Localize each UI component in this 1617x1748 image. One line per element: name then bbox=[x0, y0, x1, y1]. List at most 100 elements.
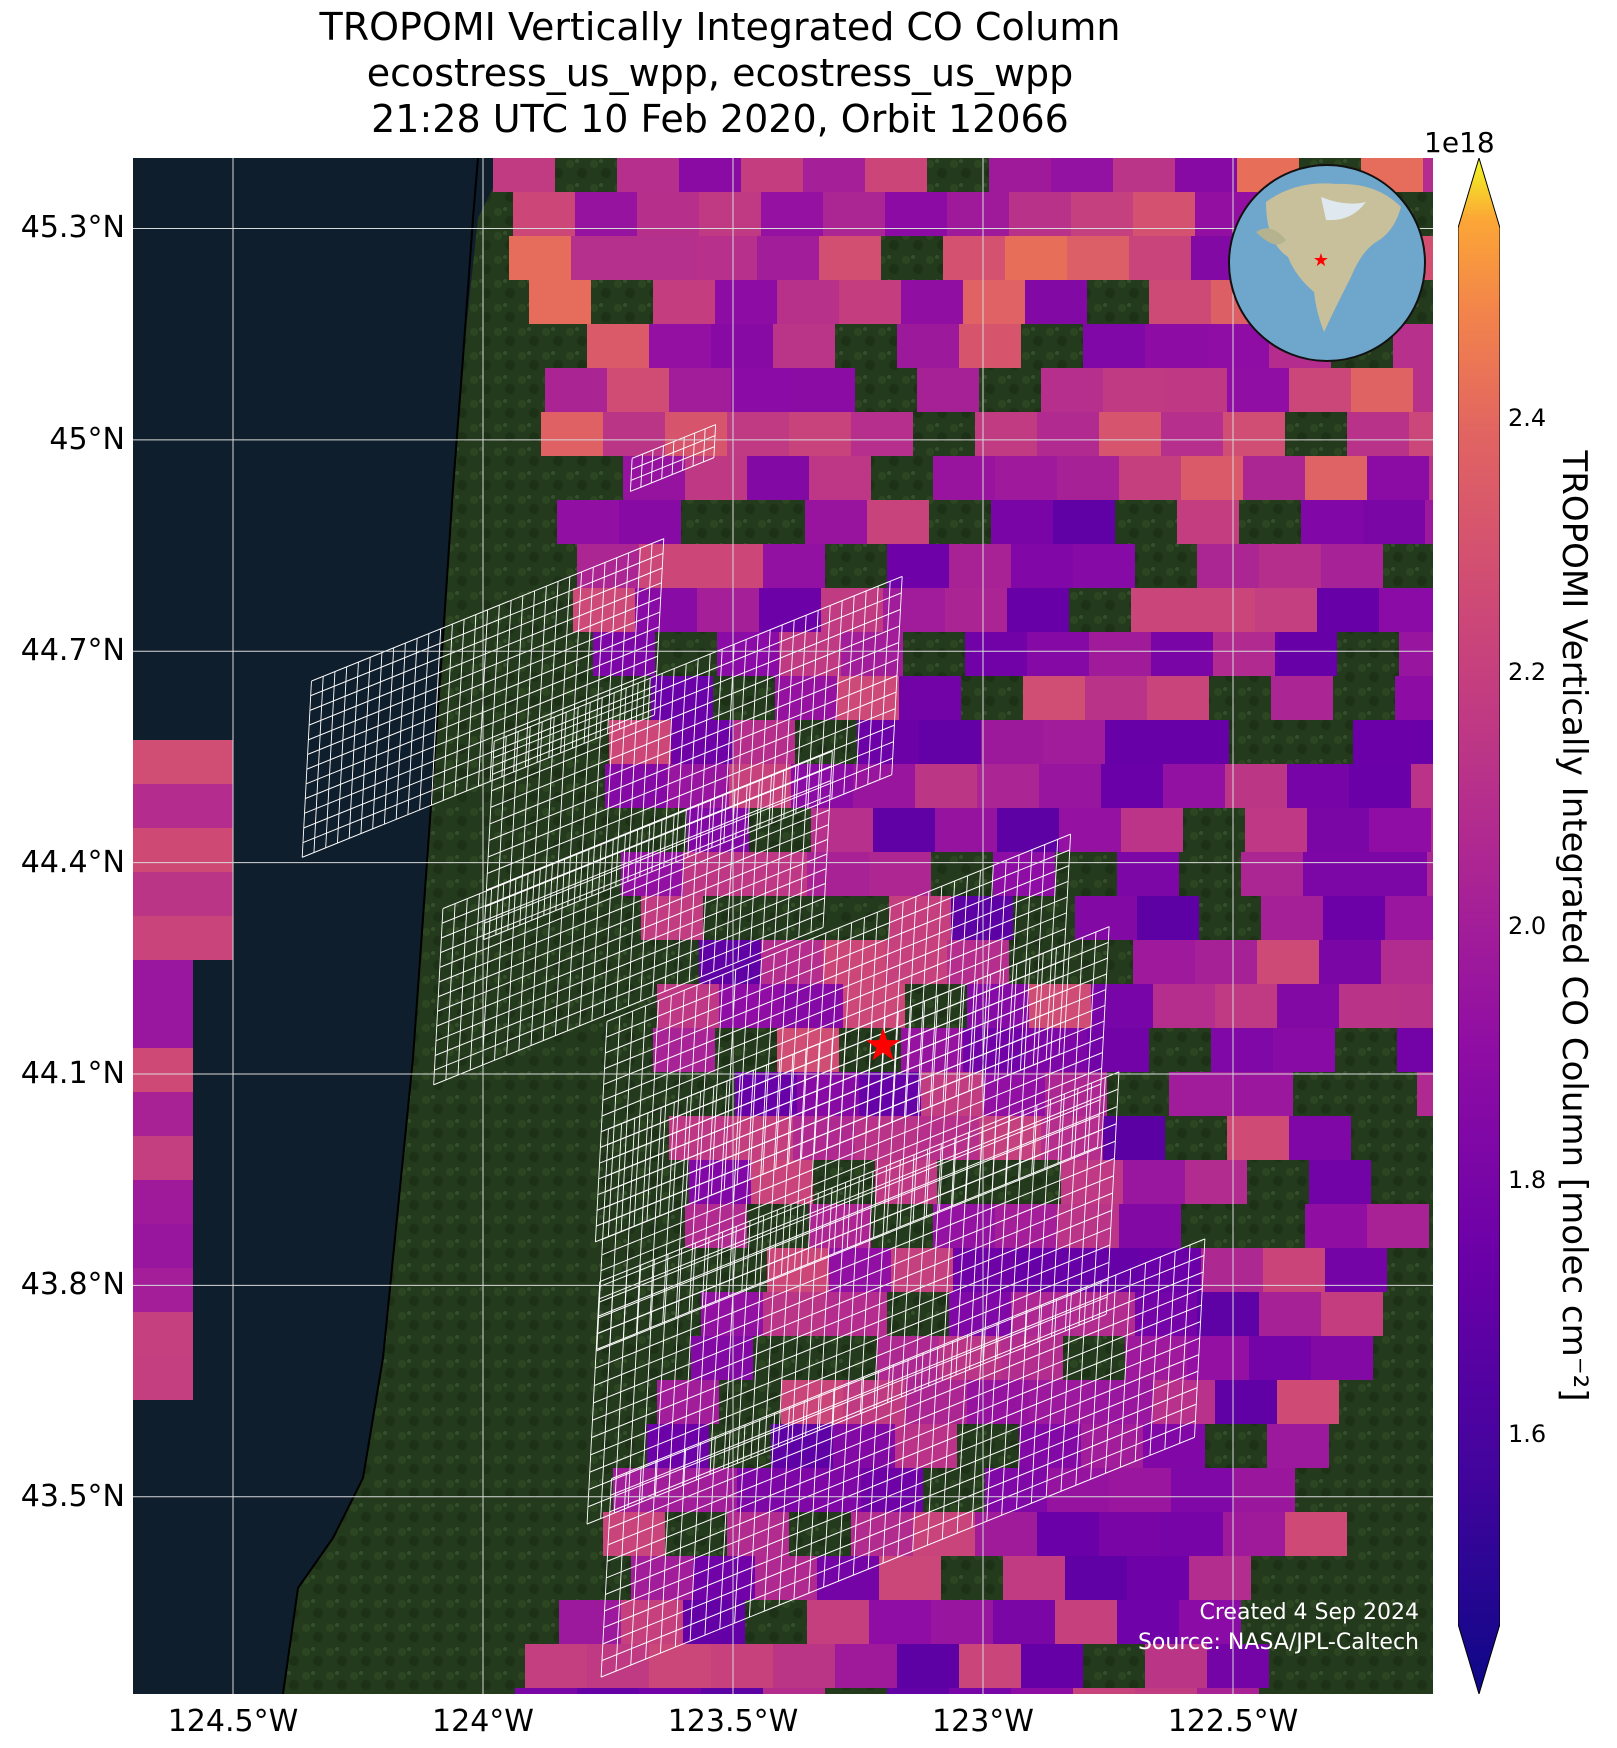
co-pixel bbox=[1105, 720, 1167, 764]
co-pixel bbox=[1413, 368, 1433, 412]
co-pixel bbox=[741, 158, 803, 192]
co-pixel bbox=[1241, 852, 1303, 896]
co-pixel bbox=[833, 1424, 895, 1468]
co-pixel bbox=[1179, 1600, 1241, 1644]
lat-tick-label: 44.4°N bbox=[20, 844, 125, 880]
co-pixel bbox=[887, 544, 949, 588]
co-pixel bbox=[1277, 1380, 1339, 1424]
co-pixel bbox=[653, 280, 715, 324]
co-pixel bbox=[509, 236, 571, 280]
co-pixel bbox=[1303, 852, 1365, 896]
co-pixel bbox=[1103, 1116, 1165, 1160]
co-pixel bbox=[1215, 1380, 1277, 1424]
co-pixel bbox=[1175, 158, 1237, 192]
co-pixel bbox=[1393, 324, 1433, 368]
co-pixel bbox=[133, 960, 193, 1004]
co-pixel bbox=[803, 158, 865, 192]
co-pixel bbox=[1067, 236, 1129, 280]
co-pixel bbox=[1339, 984, 1401, 1028]
co-pixel bbox=[1267, 1424, 1329, 1468]
co-pixel bbox=[873, 808, 935, 852]
co-pixel bbox=[1233, 1468, 1295, 1512]
co-pixel bbox=[1091, 984, 1153, 1028]
co-pixel bbox=[1015, 1248, 1077, 1292]
co-pixel bbox=[901, 280, 963, 324]
colorbar-exponent: 1e18 bbox=[1424, 126, 1495, 159]
co-pixel bbox=[993, 1600, 1055, 1644]
co-pixel bbox=[1059, 808, 1121, 852]
co-pixel bbox=[819, 236, 881, 280]
co-pixel bbox=[1121, 808, 1183, 852]
co-pixel bbox=[1139, 1248, 1201, 1292]
co-pixel bbox=[965, 632, 1027, 676]
co-pixel bbox=[693, 1556, 755, 1600]
co-pixel bbox=[1379, 588, 1433, 632]
co-pixel bbox=[1153, 984, 1215, 1028]
co-pixel bbox=[545, 368, 607, 412]
co-pixel bbox=[1207, 1644, 1269, 1688]
co-pixel bbox=[1347, 412, 1409, 456]
co-pixel bbox=[935, 808, 997, 852]
co-pixel bbox=[577, 1688, 639, 1694]
co-pixel bbox=[1161, 412, 1223, 456]
co-pixel bbox=[1133, 940, 1195, 984]
co-pixel bbox=[889, 896, 951, 940]
inset-globe: ★ bbox=[1226, 162, 1428, 364]
co-pixel bbox=[1309, 1160, 1371, 1204]
globe-icon: ★ bbox=[1228, 164, 1426, 362]
lon-tick-label: 122.5°W bbox=[1167, 1704, 1299, 1739]
co-pixel bbox=[1169, 1072, 1231, 1116]
co-pixel bbox=[1005, 236, 1067, 280]
co-pixel bbox=[981, 720, 1043, 764]
co-pixel bbox=[1227, 1116, 1289, 1160]
colorbar-tick-label: 2.2 bbox=[1508, 658, 1547, 687]
co-pixel bbox=[1367, 1204, 1429, 1248]
gridlines bbox=[133, 158, 1433, 1694]
co-pixel bbox=[669, 368, 731, 412]
co-pixel bbox=[1201, 1248, 1263, 1292]
co-pixel bbox=[1271, 676, 1333, 720]
footprint-grid bbox=[629, 424, 717, 492]
co-pixel bbox=[977, 764, 1039, 808]
co-pixel bbox=[1277, 984, 1339, 1028]
co-pixel bbox=[1263, 1248, 1325, 1292]
credit-created: Created 4 Sep 2024 bbox=[1199, 1600, 1420, 1625]
co-pixel bbox=[1409, 412, 1433, 456]
co-pixel bbox=[851, 412, 913, 456]
co-pixel bbox=[1305, 1204, 1367, 1248]
co-pixel bbox=[869, 1600, 931, 1644]
co-pixel bbox=[639, 1688, 701, 1694]
co-pixel bbox=[133, 740, 233, 784]
co-pixel bbox=[789, 412, 851, 456]
lat-tick-label: 44.1°N bbox=[20, 1055, 125, 1091]
co-pixel bbox=[133, 916, 233, 960]
co-pixel bbox=[1127, 1556, 1189, 1600]
co-pixel bbox=[609, 720, 671, 764]
co-pixel bbox=[667, 764, 729, 808]
co-pixel bbox=[133, 1136, 193, 1180]
co-pixel bbox=[623, 456, 685, 500]
co-pixel bbox=[587, 324, 649, 368]
co-pixel bbox=[133, 1268, 193, 1312]
co-pixel bbox=[943, 236, 1005, 280]
co-pixel bbox=[757, 236, 819, 280]
co-pixel bbox=[1101, 764, 1163, 808]
co-pixel bbox=[997, 808, 1059, 852]
co-pixel bbox=[711, 1644, 773, 1688]
co-pixel bbox=[1087, 1028, 1149, 1072]
co-pixel bbox=[797, 1072, 859, 1116]
co-pixel bbox=[1431, 808, 1433, 852]
co-pixel bbox=[1363, 500, 1425, 544]
co-pixel bbox=[133, 1312, 193, 1356]
map-panel[interactable]: ★ Created 4 Sep 2024 Source: NASA/JPL-Ca… bbox=[133, 158, 1433, 1694]
co-pixel bbox=[1151, 632, 1213, 676]
co-pixel bbox=[861, 1468, 923, 1512]
co-pixel bbox=[575, 192, 637, 236]
co-pixel bbox=[1009, 192, 1071, 236]
co-pixel bbox=[975, 1512, 1037, 1556]
co-pixel bbox=[865, 158, 927, 192]
co-pixel bbox=[837, 676, 899, 720]
co-pixel bbox=[1197, 1292, 1259, 1336]
colorbar-label: TROPOMI Vertically Integrated CO Column … bbox=[1554, 450, 1594, 1402]
co-pixel bbox=[1289, 1116, 1351, 1160]
